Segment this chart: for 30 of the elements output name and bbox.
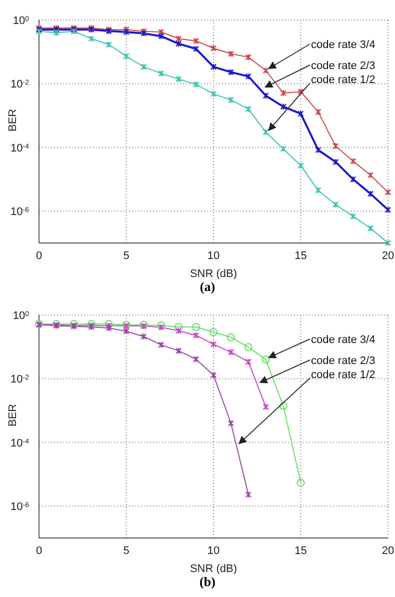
annotation: code rate 3/4 [311,334,376,346]
y-tick-label: 10$^{0}$ [12,310,30,322]
y-tick-label: 10$^{-6}$ [10,501,30,514]
y-axis-title: BER [6,108,19,132]
y-tick-label: 10$^{-6}$ [10,206,30,218]
x-tick-label: 20 [382,250,394,262]
annotation: code rate 1/2 [311,369,376,381]
y-axis-title: BER [6,404,19,426]
y-tick-label: 10$^{-4}$ [10,437,30,450]
x-axis-title: SNR (dB) [190,563,238,575]
x-tick-label: 0 [36,250,42,262]
x-tick-label: 10 [207,544,220,557]
x-tick-label: 5 [123,250,130,262]
x-tick-label: 5 [123,544,130,557]
y-tick-label: 10$^{-4}$ [10,142,30,154]
text: (b) [198,574,216,590]
y-tick-label: 10$^{0}$ [12,15,30,27]
annotation: code rate 2/3 [311,355,376,367]
x-axis-title: SNR (dB) [190,268,238,280]
annotation: code rate 1/2 [311,74,376,86]
y-tick-label: 10$^{-2}$ [10,374,30,386]
annotation: code rate 3/4 [311,39,376,51]
annotation: code rate 2/3 [311,60,376,72]
x-tick-label: 15 [294,250,307,262]
text: (a) [198,279,216,295]
x-tick-label: 0 [36,544,42,557]
x-tick-label: 20 [382,544,394,557]
x-tick-label: 10 [207,250,220,262]
y-tick-label: 10$^{-2}$ [10,78,30,91]
x-tick-label: 15 [294,544,307,557]
